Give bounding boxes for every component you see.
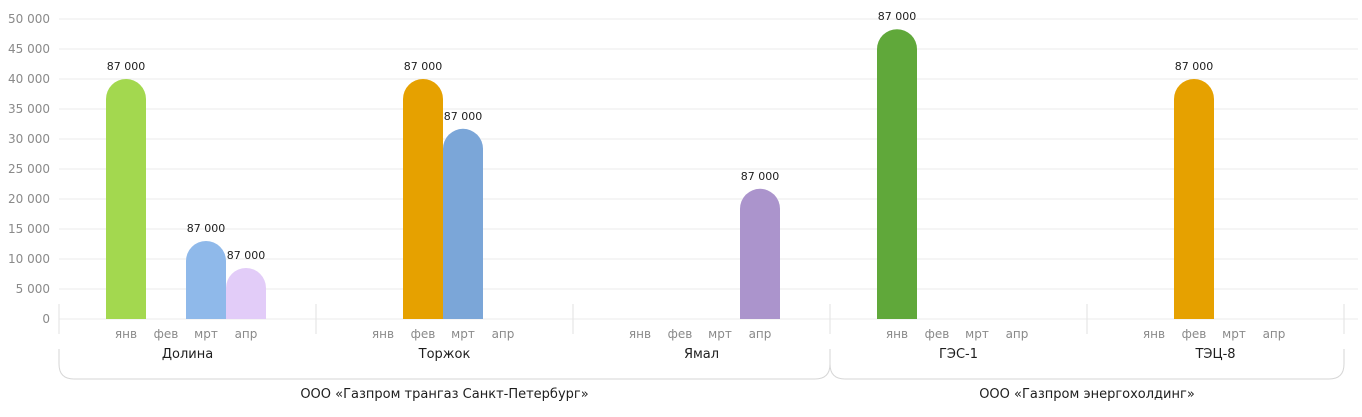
organization-brackets: ООО «Газпром трангаз Санкт-Петербург» ООО… (58, 349, 1345, 402)
y-tick-label: 45 000 (8, 42, 50, 56)
month-label: апр (492, 327, 515, 341)
bar (443, 128, 483, 319)
data-labels: 87 000 87 000 87 000 87 000 87 000 87 000 87 0… (107, 10, 1214, 262)
bar (226, 268, 266, 319)
month-label: фев (154, 327, 179, 341)
month-label: янв (886, 327, 908, 341)
group-label: Торжок (418, 347, 471, 362)
month-label: апр (235, 327, 258, 341)
group-label: Долина (162, 347, 213, 362)
month-label: янв (629, 327, 651, 341)
bar (106, 79, 146, 319)
y-tick-label: 40 000 (8, 72, 50, 86)
month-label: мрт (965, 327, 989, 341)
bar (877, 29, 917, 319)
data-label: 87 000 (878, 10, 917, 23)
data-label: 87 000 (227, 249, 266, 262)
bars (106, 29, 1214, 319)
y-tick-label: 0 (42, 312, 50, 326)
bar (186, 241, 226, 319)
y-tick-label: 20 000 (8, 192, 50, 206)
organization-bracket (58, 349, 831, 380)
group-label: ТЭЦ-8 (1194, 347, 1235, 362)
data-label: 87 000 (444, 110, 483, 123)
month-label: апр (749, 327, 772, 341)
month-label: мрт (451, 327, 475, 341)
x-axis-group-labels: Долина Торжок Ямал ГЭС-1 ТЭЦ-8 (162, 347, 1236, 362)
month-label: фев (1182, 327, 1207, 341)
group-label: ГЭС-1 (939, 347, 978, 362)
data-label: 87 000 (1175, 60, 1214, 73)
gridlines (59, 18, 1358, 320)
y-tick-label: 30 000 (8, 132, 50, 146)
month-label: янв (372, 327, 394, 341)
y-tick-label: 15 000 (8, 222, 50, 236)
y-tick-label: 10 000 (8, 252, 50, 266)
data-label: 87 000 (187, 222, 226, 235)
y-tick-label: 35 000 (8, 102, 50, 116)
month-label: апр (1263, 327, 1286, 341)
data-label: 87 000 (404, 60, 443, 73)
month-label: фев (411, 327, 436, 341)
y-tick-label: 5 000 (16, 282, 50, 296)
group-label: Ямал (684, 347, 719, 362)
y-tick-label: 25 000 (8, 162, 50, 176)
month-label: фев (668, 327, 693, 341)
month-label: мрт (708, 327, 732, 341)
y-tick-label: 50 000 (8, 12, 50, 26)
group-separators (58, 304, 1345, 334)
organization-label: ООО «Газпром трангаз Санкт-Петербург» (300, 387, 588, 402)
organization-bracket (829, 349, 1345, 380)
month-label: янв (115, 327, 137, 341)
bar (1174, 79, 1214, 319)
organization-label: ООО «Газпром энергохолдинг» (979, 387, 1195, 402)
month-label: фев (925, 327, 950, 341)
month-label: апр (1006, 327, 1029, 341)
month-label: янв (1143, 327, 1165, 341)
bar (740, 188, 780, 319)
y-axis-ticks: 50 000 45 000 40 000 35 000 30 000 25 000 20 0… (8, 12, 50, 326)
bar (403, 79, 443, 319)
x-axis-month-labels: янв фев мрт апр янв фев мрт апр янв фев мрт апр янв ф… (115, 327, 1285, 341)
month-label: мрт (194, 327, 218, 341)
data-label: 87 000 (107, 60, 146, 73)
month-label: мрт (1222, 327, 1246, 341)
data-label: 87 000 (741, 170, 780, 183)
